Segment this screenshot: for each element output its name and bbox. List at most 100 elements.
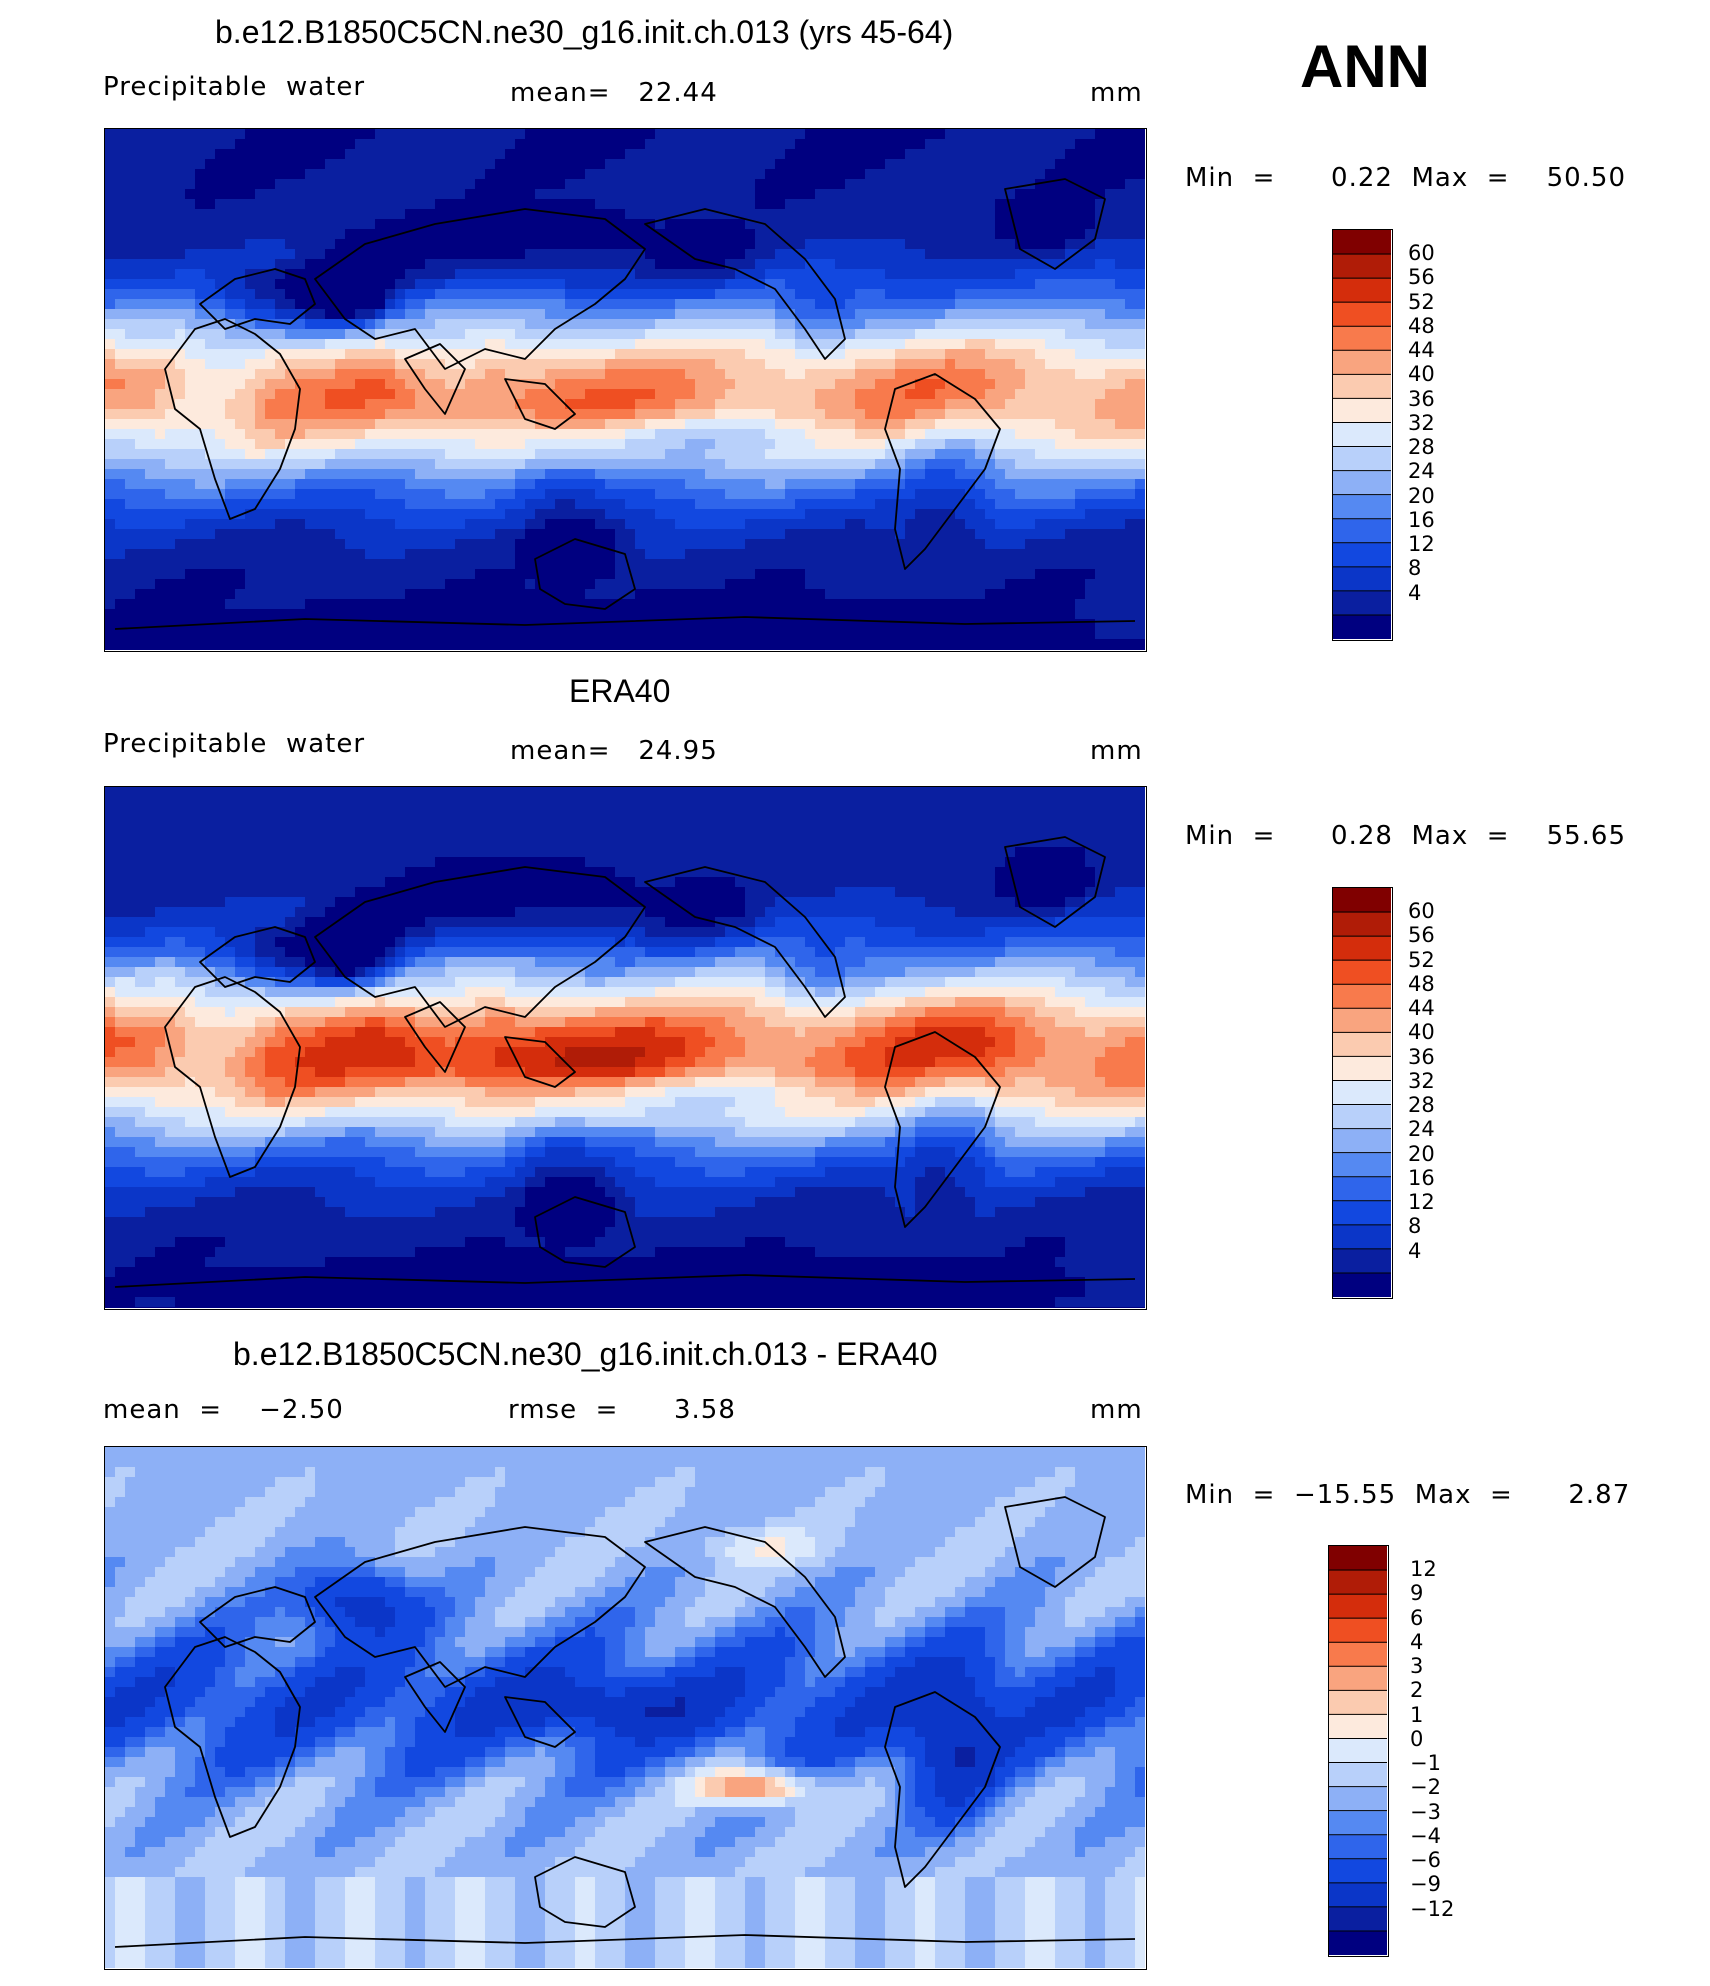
map-cell [825, 209, 836, 220]
map-cell [585, 519, 596, 530]
map-cell [775, 199, 786, 210]
map-cell [905, 389, 916, 400]
map-cell [895, 249, 906, 260]
map-cell [175, 309, 186, 320]
map-cell [545, 269, 556, 280]
map-cell [1015, 419, 1026, 430]
map-cell [745, 559, 756, 570]
map-cell [615, 399, 626, 410]
map-cell [685, 129, 696, 140]
map-cell [625, 529, 636, 540]
map-cell [1105, 499, 1116, 510]
map-cell [945, 369, 956, 380]
map-cell [335, 129, 346, 140]
map-cell [455, 199, 466, 210]
map-cell [525, 599, 536, 610]
map-cell [1135, 329, 1145, 340]
map-cell [1015, 389, 1026, 400]
map-cell [1135, 149, 1145, 160]
map-cell [935, 419, 946, 430]
map-cell [1005, 369, 1016, 380]
map-cell [365, 219, 376, 230]
map-cell [435, 349, 446, 360]
map-cell [445, 189, 456, 200]
map-cell [835, 499, 846, 510]
map-cell [1125, 169, 1136, 180]
map-cell [515, 569, 526, 580]
map-cell [915, 129, 926, 140]
map-cell [1055, 599, 1066, 610]
map-cell [845, 469, 856, 480]
map-cell [965, 599, 976, 610]
map-cell [1135, 249, 1145, 260]
map-cell [465, 479, 476, 490]
map-cell [715, 549, 726, 560]
map-cell [895, 269, 906, 280]
map-cell [165, 479, 176, 490]
map-cell [375, 289, 386, 300]
map-cell [385, 129, 396, 140]
map-cell [695, 359, 706, 370]
map-cell [495, 519, 506, 530]
map-cell [575, 349, 586, 360]
map-cell [735, 239, 746, 250]
map-cell [975, 529, 986, 540]
map-cell [785, 159, 796, 170]
map-cell [1045, 429, 1056, 440]
map-cell [375, 219, 386, 230]
map-cell [895, 589, 906, 600]
map-cell [425, 139, 436, 150]
map-cell [955, 229, 966, 240]
map-cell [765, 299, 776, 310]
map-cell [435, 429, 446, 440]
map-cell [505, 549, 516, 560]
map-cell [735, 289, 746, 300]
map-cell [405, 259, 416, 270]
map-cell [475, 259, 486, 270]
map-cell [645, 429, 656, 440]
map-cell [625, 289, 636, 300]
map-cell [905, 379, 916, 390]
map-cell [695, 279, 706, 290]
map-cell [975, 349, 986, 360]
map-cell [165, 519, 176, 530]
map-cell [295, 209, 306, 220]
map-cell [335, 139, 346, 150]
map-cell [1095, 499, 1106, 510]
map-cell [705, 249, 716, 260]
map-cell [1105, 399, 1116, 410]
map-cell [1005, 549, 1016, 560]
map-cell [455, 189, 466, 200]
map-cell [365, 489, 376, 500]
map-cell [425, 349, 436, 360]
map-cell [785, 269, 796, 280]
map-cell [505, 289, 516, 300]
map-cell [835, 429, 846, 440]
map-cell [405, 539, 416, 550]
map-cell [525, 449, 536, 460]
map-cell [735, 589, 746, 600]
map-cell [265, 599, 276, 610]
map-cell [725, 359, 736, 370]
map-cell [515, 309, 526, 320]
map-cell [1125, 299, 1136, 310]
map-cell [995, 239, 1006, 250]
map-cell [295, 139, 306, 150]
map-cell [785, 209, 796, 220]
map-cell [275, 399, 286, 410]
map-cell [965, 309, 976, 320]
map-cell [855, 279, 866, 290]
map-cell [875, 299, 886, 310]
map-cell [445, 529, 456, 540]
map-cell [705, 289, 716, 300]
map-cell [415, 449, 426, 460]
map-cell [465, 299, 476, 310]
map-cell [1085, 199, 1096, 210]
map-cell [235, 599, 246, 610]
map-cell [635, 209, 646, 220]
map-cell [1055, 179, 1066, 190]
map-cell [455, 579, 466, 590]
map-cell [1125, 359, 1136, 370]
map-cell [535, 279, 546, 290]
map-cell [955, 559, 966, 570]
